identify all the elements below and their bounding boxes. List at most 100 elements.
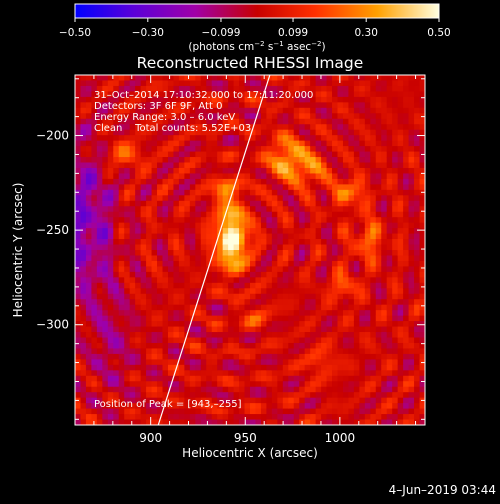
heatmap-cell [337,315,344,322]
heatmap-cell [146,397,153,404]
heatmap-cell [206,91,213,98]
heatmap-cell [228,397,235,404]
heatmap-cell [337,167,344,175]
heatmap-cell [266,315,273,322]
heatmap-cell [342,91,350,98]
heatmap-cell [91,91,98,98]
heatmap-cell [206,96,213,103]
heatmap-cell [386,189,393,196]
heatmap-cell [222,184,229,191]
heatmap-cell [397,184,404,191]
heatmap-cell [146,260,153,268]
heatmap-cell [315,75,322,82]
heatmap-cell [321,222,328,229]
heatmap-cell [107,282,114,289]
heatmap-cell [403,107,410,114]
heatmap-cell [414,189,421,196]
heatmap-cell [151,96,158,103]
heatmap-cell [310,364,317,371]
heatmap-cell [342,233,350,240]
heatmap-cell [233,146,240,153]
heatmap-cell [332,293,339,300]
heatmap-cell [206,167,213,175]
heatmap-cell [364,157,371,164]
heatmap-cell [337,414,344,421]
heatmap-cell [260,206,268,213]
heatmap-cell [167,321,175,328]
heatmap-cell [85,364,93,371]
heatmap-cell [397,375,404,382]
heatmap-cell [260,167,268,175]
heatmap-cell [184,342,191,350]
heatmap-cell [167,337,175,344]
heatmap-cell [184,364,191,371]
heatmap-cell [375,173,382,180]
heatmap-cell [140,85,147,93]
heatmap-cell [326,260,333,268]
heatmap-cell [102,250,109,257]
heatmap-cell [386,332,393,339]
heatmap-cell [189,124,196,131]
heatmap-cell [167,206,175,213]
heatmap-cell [222,315,229,322]
heatmap-cell [124,151,131,158]
heatmap-cell [124,184,131,191]
heatmap-cell [80,277,87,284]
heatmap-cell [184,414,191,421]
heatmap-cell [381,107,388,114]
heatmap-cell [162,353,169,360]
heatmap-cell [288,96,295,103]
heatmap-cell [364,342,371,350]
heatmap-cell [124,260,131,268]
heatmap-cell [337,403,344,410]
heatmap-cell [239,408,246,415]
heatmap-cell [239,151,246,158]
heatmap-cell [178,293,185,300]
heatmap-cell [124,375,131,382]
heatmap-cell [146,113,153,120]
heatmap-cell [244,184,251,191]
heatmap-cell [408,217,415,224]
heatmap-cell [206,386,213,393]
heatmap-cell [118,250,125,257]
heatmap-cell [348,140,355,147]
heatmap-cell [178,91,185,98]
heatmap-cell [217,195,224,202]
heatmap-cell [353,129,360,136]
heatmap-cell [315,337,322,344]
heatmap-cell [282,85,289,93]
heatmap-cell [173,140,180,147]
heatmap-cell [359,375,366,382]
heatmap-cell [271,195,278,202]
heatmap-cell [255,375,262,382]
heatmap-cell [75,244,82,251]
heatmap-cell [403,266,410,273]
heatmap-cell [195,293,202,300]
heatmap-cell [342,310,350,317]
heatmap-cell [211,178,218,185]
heatmap-cell [419,288,425,295]
heatmap-cell [381,321,388,328]
heatmap-cell [392,250,399,257]
heatmap-cell [228,217,235,224]
heatmap-cell [140,244,147,251]
heatmap-cell [96,211,103,218]
heatmap-cell [195,266,202,273]
heatmap-cell [315,397,322,404]
heatmap-cell [162,332,169,339]
heatmap-cell [332,364,339,371]
heatmap-cell [326,151,333,158]
heatmap-cell [293,332,300,339]
heatmap-cell [228,129,235,136]
heatmap-cell [96,408,103,415]
heatmap-cell [129,288,136,295]
heatmap-cell [403,151,410,158]
heatmap-cell [353,266,360,273]
heatmap-cell [217,353,224,360]
heatmap-cell [326,146,333,153]
heatmap-cell [157,353,164,360]
heatmap-cell [348,135,355,142]
heatmap-cell [124,315,131,322]
heatmap-cell [129,282,136,289]
